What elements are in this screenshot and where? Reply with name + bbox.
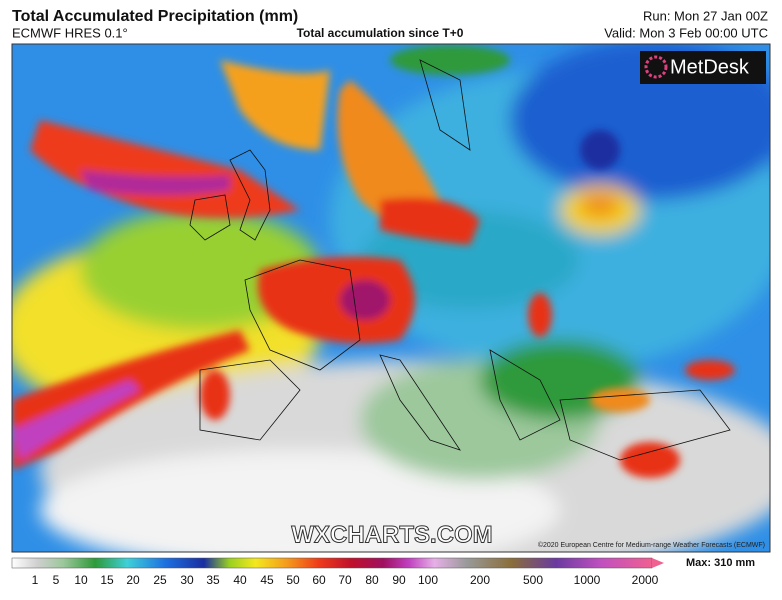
colorbar-label: 1 xyxy=(32,573,39,587)
subtitle: Total accumulation since T+0 xyxy=(297,26,464,40)
title: Total Accumulated Precipitation (mm) xyxy=(12,8,298,25)
colorbar-label: 40 xyxy=(233,573,247,587)
logo: MetDesk xyxy=(670,56,750,78)
colorbar-label: 20 xyxy=(126,573,140,587)
coastlines xyxy=(189,59,731,461)
colorbar-label: 15 xyxy=(100,573,114,587)
colorbar-arrow xyxy=(652,558,664,568)
model: ECMWF HRES 0.1° xyxy=(12,25,128,40)
colorbar-label: 100 xyxy=(418,573,438,587)
colorbar-label: 80 xyxy=(365,573,379,587)
copyright: ©2020 European Centre for Medium-range W… xyxy=(538,541,765,549)
map-frame xyxy=(11,43,771,553)
colorbar-label: 60 xyxy=(312,573,326,587)
colorbar-label: 500 xyxy=(523,573,543,587)
colorbar-label: 90 xyxy=(392,573,406,587)
colorbar-label: 30 xyxy=(180,573,194,587)
max-value: Max: 310 mm xyxy=(686,557,755,569)
valid-time: Valid: Mon 3 Feb 00:00 UTC xyxy=(604,25,768,40)
colorbar-label: 70 xyxy=(338,573,352,587)
colorbar-scale xyxy=(11,557,653,569)
colorbar-label: 10 xyxy=(74,573,88,587)
colorbar: Max: 310 mm 1 5 10 15 20 25 30 35 40 45 50 60 70 80 90… xyxy=(11,557,755,587)
colorbar-label: 45 xyxy=(260,573,274,587)
precipitation-map xyxy=(12,44,770,552)
colorbar-label: 25 xyxy=(153,573,167,587)
colorbar-label: 200 xyxy=(470,573,490,587)
logo-icon xyxy=(644,55,668,79)
watermark: WXCHARTS.COM xyxy=(291,521,492,548)
run-time: Run: Mon 27 Jan 00Z xyxy=(643,8,768,23)
colorbar-label: 2000 xyxy=(632,573,659,587)
colorbar-label: 1000 xyxy=(574,573,601,587)
colorbar-label: 5 xyxy=(53,573,60,587)
colorbar-label: 50 xyxy=(286,573,300,587)
logo-box xyxy=(640,51,766,84)
colorbar-label: 35 xyxy=(206,573,220,587)
